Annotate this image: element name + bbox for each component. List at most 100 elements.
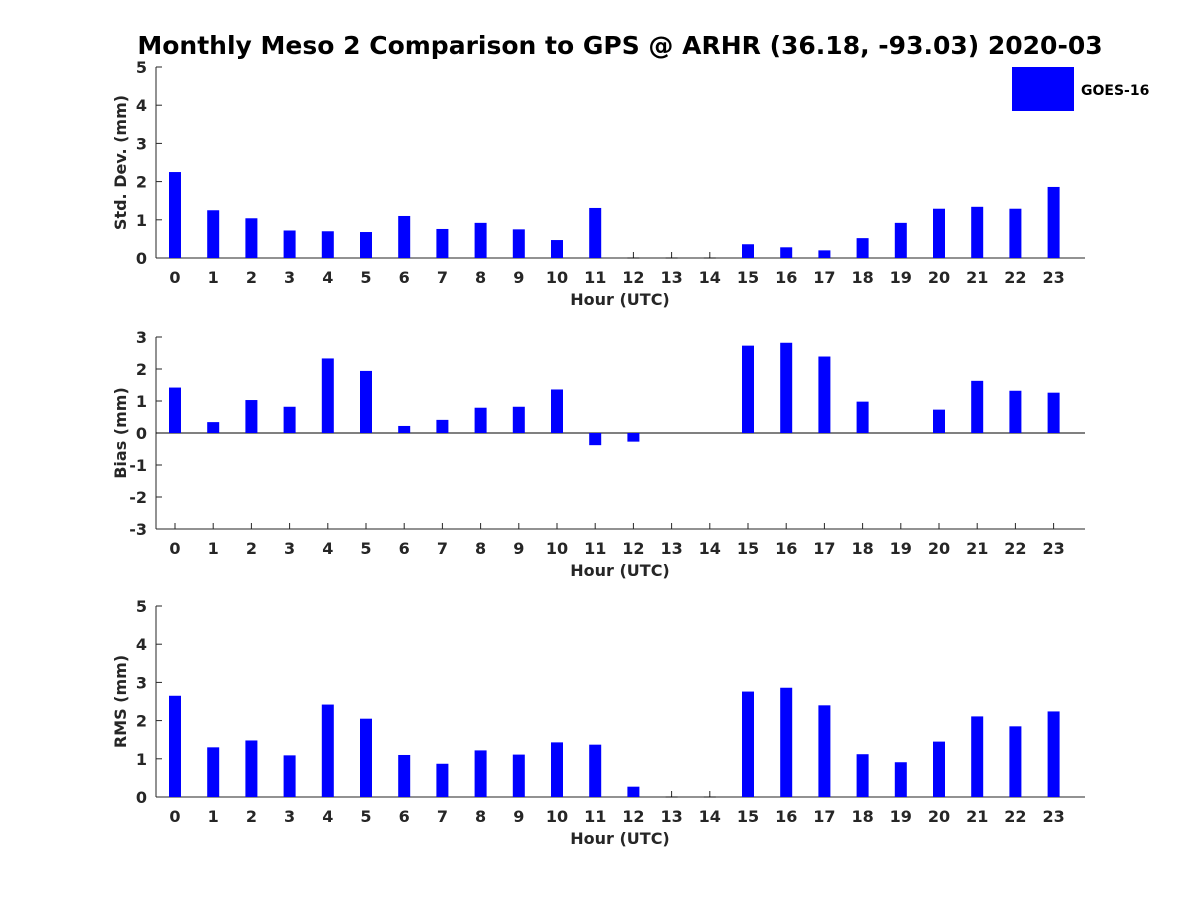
rms-x-tick-label: 18 xyxy=(851,807,873,826)
rms-x-tick-label: 0 xyxy=(169,807,180,826)
rms-bar xyxy=(971,716,984,797)
rms-x-tick-label: 22 xyxy=(1004,807,1026,826)
std-dev-y-tick-label: 3 xyxy=(136,134,147,153)
std-dev-bar xyxy=(856,238,869,258)
std-dev-x-tick-label: 8 xyxy=(475,268,486,287)
rms-bar xyxy=(283,755,296,797)
rms-y-tick-label: 1 xyxy=(136,750,147,769)
std-dev-x-tick-label: 16 xyxy=(775,268,797,287)
rms-bar xyxy=(512,754,525,797)
bias-y-tick-label: 0 xyxy=(136,424,147,443)
std-dev-bar xyxy=(436,228,449,258)
bias-x-tick-label: 16 xyxy=(775,539,797,558)
bias-bar xyxy=(474,407,487,433)
std-dev-y-tick-label: 5 xyxy=(136,58,147,77)
bias-x-tick-label: 11 xyxy=(584,539,606,558)
bias-x-tick-label: 5 xyxy=(360,539,371,558)
bias-bar xyxy=(780,342,793,433)
bias-bar xyxy=(398,425,411,433)
rms-x-tick-label: 5 xyxy=(360,807,371,826)
bias-bar xyxy=(512,406,525,433)
std-dev-x-tick-label: 11 xyxy=(584,268,606,287)
bias-y-tick-label: 2 xyxy=(136,360,147,379)
std-dev-bar xyxy=(398,215,411,258)
bias-bar xyxy=(283,406,296,433)
rms-x-tick-label: 16 xyxy=(775,807,797,826)
rms-x-tick-label: 23 xyxy=(1042,807,1064,826)
bias-x-tick-label: 1 xyxy=(208,539,219,558)
std-dev-bar xyxy=(551,240,563,258)
rms-x-tick-label: 9 xyxy=(513,807,524,826)
std-dev-x-tick-label: 22 xyxy=(1004,268,1026,287)
std-dev-x-tick-label: 21 xyxy=(966,268,988,287)
bias-x-tick-label: 22 xyxy=(1004,539,1026,558)
std-dev-x-tick-label: 9 xyxy=(513,268,524,287)
bias-bar xyxy=(1047,392,1060,433)
std-dev-x-tick-label: 14 xyxy=(699,268,721,287)
bias-x-tick-label: 21 xyxy=(966,539,988,558)
std-dev-bar xyxy=(169,172,181,258)
bias-y-tick-label: 3 xyxy=(136,328,147,347)
rms-bar xyxy=(933,741,945,797)
bias-x-tick-label: 20 xyxy=(928,539,950,558)
std-dev-bar xyxy=(1047,186,1060,258)
rms-x-tick-label: 21 xyxy=(966,807,988,826)
std-dev-y-axis-label: Std. Dev. (mm) xyxy=(111,95,130,230)
bias-bar xyxy=(856,401,869,433)
rms-y-tick-label: 4 xyxy=(136,635,147,654)
legend: GOES-16 xyxy=(1012,67,1149,111)
std-dev-x-tick-label: 4 xyxy=(322,268,333,287)
rms-bar xyxy=(551,742,563,797)
std-dev-bar xyxy=(321,231,334,258)
bias-x-axis-label: Hour (UTC) xyxy=(570,561,670,580)
bias-x-tick-label: 10 xyxy=(546,539,568,558)
bias-bar xyxy=(971,380,984,433)
std-dev-x-tick-label: 18 xyxy=(851,268,873,287)
bias-bar xyxy=(589,433,602,446)
std-dev-x-tick-label: 19 xyxy=(890,268,912,287)
rms-x-axis-label: Hour (UTC) xyxy=(570,829,670,848)
bias-bar xyxy=(360,370,372,433)
bias-x-tick-label: 18 xyxy=(851,539,873,558)
rms-x-tick-label: 20 xyxy=(928,807,950,826)
std-dev-x-tick-label: 5 xyxy=(360,268,371,287)
rms-x-tick-label: 7 xyxy=(437,807,448,826)
bias-bar xyxy=(551,389,563,433)
rms-x-tick-label: 12 xyxy=(622,807,644,826)
rms-bar xyxy=(474,750,487,797)
rms-bar xyxy=(169,695,181,797)
rms-bar xyxy=(1009,726,1022,797)
rms-x-tick-label: 6 xyxy=(399,807,410,826)
rms-bar xyxy=(627,786,640,797)
bias-x-tick-label: 3 xyxy=(284,539,295,558)
rms-y-tick-label: 5 xyxy=(136,597,147,616)
bias-bar xyxy=(818,356,831,433)
std-dev-x-tick-label: 20 xyxy=(928,268,950,287)
std-dev-x-tick-label: 3 xyxy=(284,268,295,287)
std-dev-x-tick-label: 23 xyxy=(1042,268,1064,287)
bias-y-tick-label: -1 xyxy=(129,456,147,475)
rms-bar xyxy=(321,704,334,797)
rms-x-tick-label: 1 xyxy=(208,807,219,826)
bias-x-tick-label: 17 xyxy=(813,539,835,558)
bias-x-tick-label: 14 xyxy=(699,539,721,558)
rms-bar xyxy=(436,763,449,797)
std-dev-x-tick-label: 12 xyxy=(622,268,644,287)
bias-y-tick-label: 1 xyxy=(136,392,147,411)
std-dev-y-tick-label: 0 xyxy=(136,249,147,268)
bias-bar xyxy=(169,387,181,433)
std-dev-y-tick-label: 1 xyxy=(136,211,147,230)
std-dev-x-tick-label: 10 xyxy=(546,268,568,287)
std-dev-x-tick-label: 6 xyxy=(399,268,410,287)
rms-y-tick-label: 0 xyxy=(136,788,147,807)
rms-bar xyxy=(245,740,258,797)
bias-bar xyxy=(207,422,220,433)
std-dev-bar xyxy=(818,250,831,258)
bias-x-tick-label: 4 xyxy=(322,539,333,558)
legend-label: GOES-16 xyxy=(1081,83,1149,99)
rms-bar xyxy=(207,747,220,797)
chart-title: Monthly Meso 2 Comparison to GPS @ ARHR … xyxy=(137,31,1102,60)
